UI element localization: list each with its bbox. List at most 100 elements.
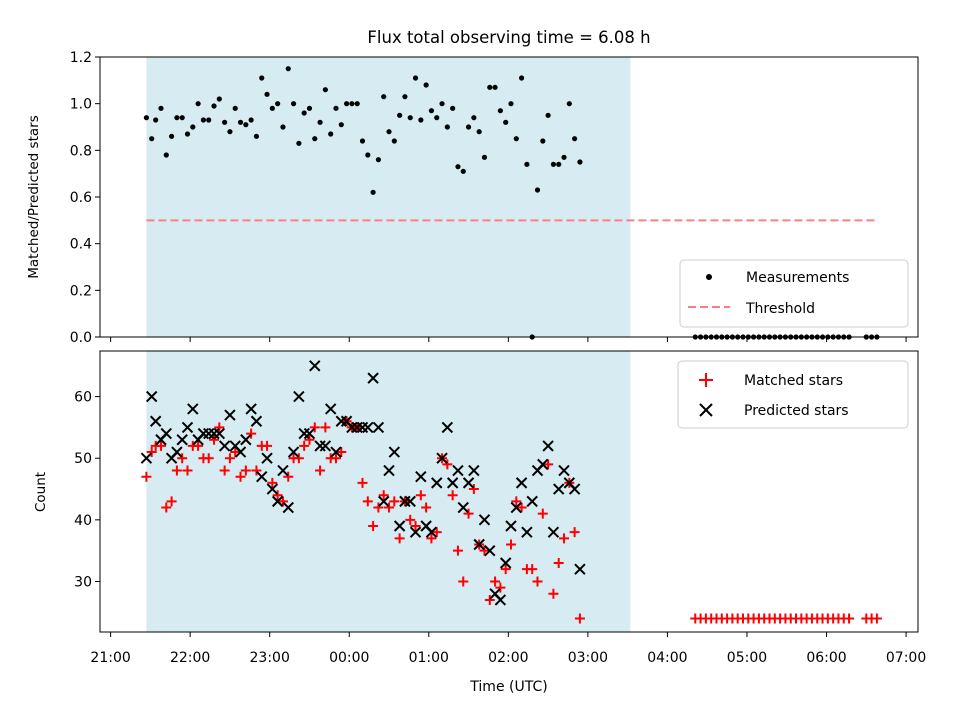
predicted-star-point xyxy=(303,427,316,440)
matched-star-point xyxy=(362,496,373,507)
measurement-point xyxy=(227,129,233,135)
measurement-point xyxy=(354,101,360,107)
matched-star-point xyxy=(548,588,559,599)
matched-star-point xyxy=(155,440,166,451)
measurement-point xyxy=(566,101,572,107)
matched-star-point xyxy=(495,582,506,593)
predicted-star-point xyxy=(250,415,263,427)
measurement-point xyxy=(460,168,466,174)
predicted-star-point xyxy=(431,477,443,489)
measurement-point xyxy=(149,136,155,142)
predicted-star-point xyxy=(245,403,257,415)
matched-star-point xyxy=(844,613,855,624)
predicted-star-point xyxy=(277,464,289,477)
matched-star-point xyxy=(262,440,273,451)
matched-star-point xyxy=(146,447,157,458)
matched-star-point xyxy=(214,422,225,433)
measurement-point xyxy=(200,117,207,123)
bottom-y-axis-label: Count xyxy=(33,472,49,512)
measurement-point xyxy=(359,138,366,144)
matched-star-point xyxy=(219,465,230,476)
measurement-point xyxy=(248,117,254,123)
measurement-point xyxy=(312,136,318,142)
measurement-point xyxy=(168,133,175,139)
predicted-star-point xyxy=(478,514,491,526)
measurement-point xyxy=(397,112,403,118)
measurement-point xyxy=(163,152,169,158)
predicted-star-point xyxy=(271,495,284,508)
measurement-point xyxy=(556,161,562,167)
predicted-star-point xyxy=(372,421,385,434)
matched-star-point xyxy=(277,496,288,507)
measurement-point xyxy=(492,84,498,90)
measurement-point xyxy=(508,101,514,107)
predicted-star-point xyxy=(181,421,194,434)
matched-star-point xyxy=(267,477,278,488)
measurement-point xyxy=(439,101,445,107)
matched-star-point xyxy=(246,428,257,439)
matched-star-point xyxy=(447,490,458,501)
bottom-y-axis-ticks: 30 40 50 60 xyxy=(74,390,100,590)
predicted-star-point xyxy=(505,520,517,532)
predicted-star-point xyxy=(218,440,231,452)
y-tick-label: 1.2 xyxy=(70,50,92,66)
matched-star-point xyxy=(378,490,389,501)
legend-label-matched: Matched stars xyxy=(744,373,843,389)
matched-star-point xyxy=(320,422,331,433)
top-y-axis-ticks: 0.0 0.2 0.4 0.6 0.8 1.0 1.2 xyxy=(70,50,100,346)
measurement-point xyxy=(381,94,387,100)
matched-star-point xyxy=(569,527,580,538)
matched-star-point xyxy=(368,521,379,532)
predicted-star-point xyxy=(383,464,395,477)
bottom-axes-frame xyxy=(99,350,919,633)
observing-window-shade xyxy=(146,351,631,632)
top-axes-frame xyxy=(99,56,919,338)
matched-star-point xyxy=(527,564,538,575)
bottom-legend-box xyxy=(677,360,909,429)
measurement-point xyxy=(365,152,371,158)
matched-star-point xyxy=(543,459,554,470)
measurement-point xyxy=(370,189,376,195)
measurement-point xyxy=(243,122,249,128)
measurement-point xyxy=(211,103,217,109)
measurement-point xyxy=(232,105,238,111)
matched-star-point xyxy=(405,514,416,525)
predicted-star-point xyxy=(425,526,438,538)
x-tick-label: 06:00 xyxy=(806,650,846,666)
measurement-point xyxy=(407,115,413,121)
matched-star-point xyxy=(336,447,347,458)
y-tick-label: 0.2 xyxy=(70,283,92,299)
measurement-point xyxy=(280,124,286,130)
predicted-star-point xyxy=(240,434,252,446)
y-tick-label: 50 xyxy=(74,451,92,467)
predicted-star-point xyxy=(484,544,496,557)
measurement-point xyxy=(524,161,530,167)
matched-star-point xyxy=(516,502,527,513)
matched-star-point xyxy=(141,471,152,482)
measurement-point xyxy=(487,84,493,90)
predicted-star-point xyxy=(293,390,305,403)
measurement-point xyxy=(184,131,191,137)
observing-window-shade xyxy=(146,57,631,337)
y-tick-label: 0.6 xyxy=(70,190,92,206)
matched-star-point xyxy=(330,453,341,464)
predicted-star-point xyxy=(462,477,475,489)
matched-star-point xyxy=(161,502,172,513)
matched-star-point xyxy=(251,465,262,476)
predicted-star-point xyxy=(378,495,390,508)
top-legend: Measurements Threshold xyxy=(679,259,909,328)
measurement-point xyxy=(296,140,302,146)
count-points xyxy=(140,360,882,624)
measurement-point xyxy=(471,115,477,121)
measurement-point xyxy=(423,82,429,88)
bottom-legend: Matched stars Predicted stars xyxy=(677,360,909,429)
y-tick-label: 0.4 xyxy=(70,237,92,253)
measurement-points xyxy=(143,66,880,340)
matched-star-point xyxy=(458,576,469,587)
matched-star-point xyxy=(574,613,585,624)
measurement-point xyxy=(216,96,222,102)
measurement-point xyxy=(497,108,503,114)
matched-star-point xyxy=(505,539,516,550)
measurement-point xyxy=(285,66,291,72)
matched-star-point xyxy=(203,453,214,464)
